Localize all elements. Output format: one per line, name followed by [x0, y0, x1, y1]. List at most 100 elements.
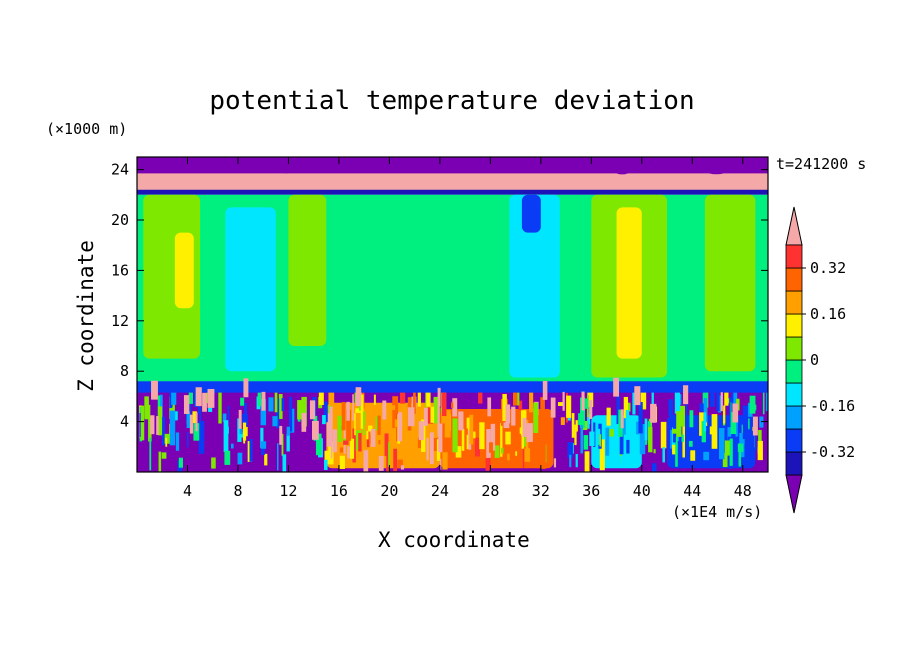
turbulence-streak — [199, 406, 202, 424]
turbulence-streak — [574, 424, 577, 446]
turbulence-streak — [355, 408, 361, 414]
pink-streak — [720, 392, 723, 412]
turbulence-streak — [144, 404, 151, 420]
turbulence-streak — [211, 457, 216, 469]
y-tick-label: 16 — [111, 261, 129, 279]
region-1 — [174, 232, 194, 309]
pink-streak — [346, 401, 350, 421]
turbulence-streak — [638, 403, 642, 429]
turbulence-streak — [533, 402, 539, 434]
pink-streak — [620, 409, 624, 429]
turbulence-streak — [737, 425, 742, 433]
turbulence-streak — [206, 392, 209, 404]
pink-streak — [207, 388, 215, 408]
turbulence-streak — [674, 392, 681, 414]
turbulence-streak — [364, 424, 369, 431]
x-tick-label: 16 — [330, 482, 348, 500]
turbulence-streak — [731, 393, 734, 413]
turbulence-streak — [676, 411, 682, 437]
x-tick-label: 4 — [183, 482, 192, 500]
turbulence-streak — [592, 447, 597, 455]
turbulence-streak — [218, 392, 222, 424]
y-tick-label: 20 — [111, 211, 129, 229]
turbulence-streak — [377, 415, 381, 435]
turbulence-streak — [286, 426, 290, 436]
turbulence-streak — [452, 418, 458, 453]
turbulence-streak — [540, 437, 546, 469]
turbulence-streak — [171, 392, 177, 405]
pink-streak — [752, 416, 758, 436]
turbulence-streak — [318, 392, 324, 406]
y-tick-label: 12 — [111, 312, 129, 330]
turbulence-streak — [758, 429, 762, 444]
turbulence-streak — [169, 392, 173, 409]
band-2 — [137, 189, 768, 195]
upper-blob — [265, 164, 282, 173]
pink-streak — [195, 412, 198, 432]
turbulence-streak — [315, 433, 322, 456]
turbulence-streak — [599, 439, 605, 471]
turbulence-streak — [757, 440, 763, 461]
turbulence-streak — [724, 392, 729, 406]
pink-streak — [526, 423, 533, 443]
pink-streak — [195, 387, 202, 407]
turbulence-streak — [681, 434, 684, 442]
upper-blob — [745, 160, 756, 165]
turbulence-streak — [672, 414, 676, 443]
turbulence-streak — [583, 435, 589, 450]
turbulence-streak — [324, 450, 331, 464]
upper-blob — [229, 157, 238, 163]
turbulence-streak — [193, 423, 200, 441]
turbulence-streak — [749, 395, 756, 414]
turbulence-streak — [724, 440, 731, 456]
turbulence-streak — [414, 418, 418, 449]
turbulence-streak — [158, 451, 162, 472]
turbulence-streak — [640, 392, 647, 410]
turbulence-streak — [186, 432, 189, 448]
turbulence-streak — [359, 403, 363, 411]
turbulence-streak — [738, 443, 742, 467]
turbulence-streak — [660, 421, 667, 449]
turbulence-streak — [425, 392, 427, 423]
pink-streak — [458, 411, 464, 431]
colorbar-label: -0.16 — [810, 397, 855, 415]
turbulence-streak — [625, 410, 630, 439]
turbulence-streak — [672, 428, 678, 434]
colorbar-label: 0 — [810, 351, 819, 369]
upper-blob — [395, 157, 416, 164]
pink-streak — [382, 400, 387, 420]
turbulence-streak — [246, 426, 248, 437]
turbulence-streak — [281, 433, 284, 456]
region-4 — [509, 194, 560, 378]
turbulence-streak — [223, 420, 229, 452]
turbulence-streak — [224, 450, 231, 465]
x-tick-label: 40 — [633, 482, 651, 500]
turbulence-streak — [240, 397, 245, 406]
turbulence-streak — [580, 397, 586, 428]
upper-blob — [509, 157, 520, 163]
pink-streak — [542, 381, 548, 400]
turbulence-streak — [444, 410, 451, 438]
turbulence-streak — [192, 411, 197, 424]
turbulence-streak — [352, 394, 354, 421]
colorbar-label: 0.32 — [810, 259, 846, 277]
pink-streak — [511, 406, 516, 426]
turbulence-streak — [703, 451, 710, 461]
turbulence-streak — [587, 406, 590, 429]
upper-blob — [320, 165, 335, 172]
turbulence-streak — [567, 442, 573, 458]
x-tick-label: 8 — [233, 482, 242, 500]
turbulence-streak — [398, 412, 403, 442]
turbulence-streak — [433, 396, 439, 424]
upper-blob — [323, 158, 332, 163]
turbulence-streak — [347, 446, 353, 459]
turbulence-streak — [651, 392, 654, 404]
colorbar-box — [785, 428, 803, 453]
upper-blob — [237, 165, 260, 169]
turbulence-streak — [198, 421, 205, 454]
turbulence-streak — [599, 434, 602, 447]
turbulence-streak — [360, 394, 364, 429]
turbulence-streak — [276, 398, 280, 429]
upper-blob — [279, 168, 294, 174]
turbulence-streak — [523, 429, 527, 447]
